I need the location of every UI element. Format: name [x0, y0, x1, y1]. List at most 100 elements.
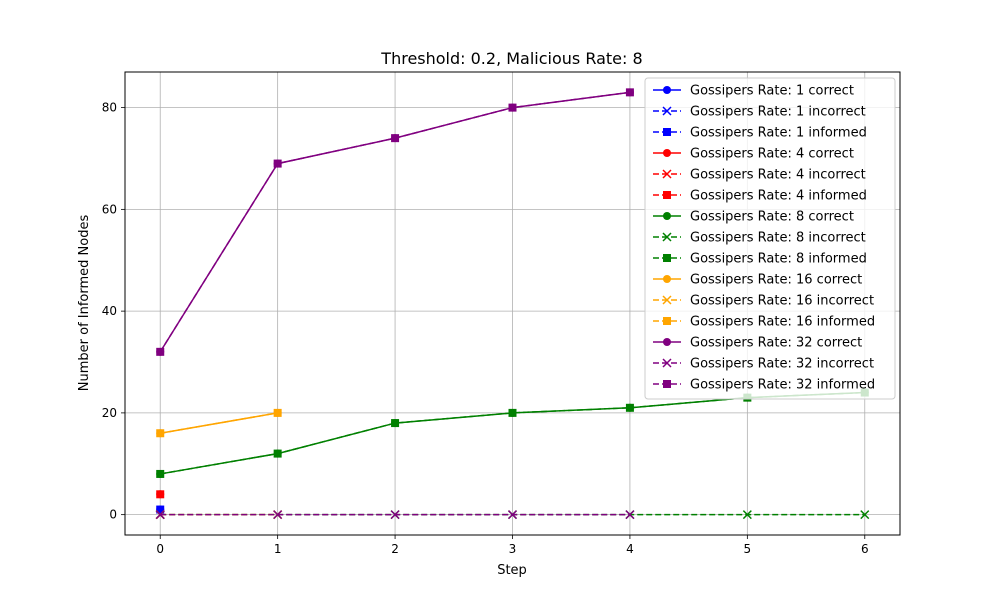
legend-label: Gossipers Rate: 4 informed — [690, 189, 867, 204]
legend-label: Gossipers Rate: 8 correct — [690, 210, 854, 225]
marker-stroke — [662, 169, 672, 179]
data-point — [273, 510, 283, 520]
marker-stroke — [507, 510, 518, 520]
legend-entry: Gossipers Rate: 16 incorrect — [653, 294, 874, 309]
legend-label: Gossipers Rate: 1 incorrect — [690, 105, 866, 120]
data-point — [508, 103, 517, 112]
legend-marker — [662, 295, 672, 305]
marker-stroke — [662, 295, 672, 305]
y-tick-label: 20 — [102, 406, 117, 420]
legend: Gossipers Rate: 1 correct Gossipers Rate:… — [644, 77, 896, 400]
legend-entry: Gossipers Rate: 1 correct — [653, 84, 854, 99]
marker-stroke — [273, 510, 283, 520]
series-3 — [156, 505, 165, 514]
legend-entry: Gossipers Rate: 32 correct — [653, 336, 862, 351]
legend-label: Gossipers Rate: 4 incorrect — [690, 168, 866, 183]
x-tick-label: 1 — [274, 542, 282, 556]
y-tick-label: 0 — [109, 508, 117, 522]
data-point — [742, 510, 752, 520]
y-tick-label: 40 — [102, 304, 117, 318]
data-point — [625, 88, 634, 97]
legend-label: Gossipers Rate: 8 incorrect — [690, 231, 866, 246]
series-14 — [155, 510, 635, 520]
legend-marker — [663, 191, 671, 199]
legend-entry: Gossipers Rate: 8 correct — [653, 210, 854, 225]
data-point — [625, 403, 634, 412]
x-tick-label: 6 — [861, 542, 869, 556]
legend-marker — [662, 169, 672, 179]
legend-label: Gossipers Rate: 1 informed — [690, 126, 867, 141]
legend-label: Gossipers Rate: 32 incorrect — [690, 357, 874, 372]
data-point — [508, 408, 517, 417]
marker-stroke — [662, 232, 672, 242]
y-tick-label: 60 — [102, 202, 117, 216]
marker-stroke — [742, 510, 752, 520]
legend-label: Gossipers Rate: 16 informed — [690, 315, 875, 330]
legend-label: Gossipers Rate: 16 correct — [690, 273, 862, 288]
marker-stroke — [625, 510, 635, 520]
legend-marker — [662, 232, 672, 242]
data-point — [391, 134, 400, 143]
legend-label: Gossipers Rate: 32 informed — [690, 378, 875, 393]
series-line — [160, 412, 278, 434]
legend-marker — [663, 254, 671, 262]
legend-entry: Gossipers Rate: 4 informed — [653, 189, 867, 204]
data-point — [155, 510, 165, 520]
chart-title: Threshold: 0.2, Malicious Rate: 8 — [380, 49, 642, 68]
legend-label: Gossipers Rate: 1 correct — [690, 84, 854, 99]
data-point — [625, 510, 635, 520]
marker-stroke — [390, 510, 400, 520]
legend-marker — [663, 86, 671, 94]
data-point — [860, 510, 870, 520]
x-tick-label: 0 — [156, 542, 164, 556]
legend-entry: Gossipers Rate: 8 informed — [653, 252, 867, 267]
legend-marker — [663, 128, 671, 136]
x-tick-label: 5 — [744, 542, 752, 556]
legend-entry: Gossipers Rate: 1 incorrect — [653, 105, 866, 120]
data-point — [156, 469, 165, 478]
legend-marker — [662, 106, 672, 116]
data-point — [507, 510, 518, 520]
legend-entry: Gossipers Rate: 16 informed — [653, 315, 875, 330]
legend-box — [644, 77, 896, 400]
x-tick-label: 2 — [391, 542, 399, 556]
data-point — [156, 429, 165, 438]
legend-label: Gossipers Rate: 16 incorrect — [690, 294, 874, 309]
x-axis-label: Step — [497, 563, 527, 578]
data-point — [156, 490, 165, 499]
data-point — [390, 510, 400, 520]
legend-entry: Gossipers Rate: 8 incorrect — [653, 231, 866, 246]
legend-label: Gossipers Rate: 32 correct — [690, 336, 862, 351]
marker-stroke — [662, 358, 672, 368]
legend-marker — [663, 380, 671, 388]
x-tick-label: 4 — [626, 542, 634, 556]
legend-marker — [663, 338, 671, 346]
legend-marker — [662, 358, 672, 368]
legend-label: Gossipers Rate: 4 correct — [690, 147, 854, 162]
y-tick-label: 80 — [102, 101, 117, 115]
legend-entry: Gossipers Rate: 16 correct — [653, 273, 862, 288]
series-15 — [156, 88, 634, 356]
y-axis-label: Number of Informed Nodes — [77, 215, 92, 392]
marker-stroke — [860, 510, 870, 520]
legend-entry: Gossipers Rate: 4 incorrect — [653, 168, 866, 183]
data-point — [391, 419, 400, 428]
legend-entry: Gossipers Rate: 32 incorrect — [653, 357, 874, 372]
series-6 — [156, 490, 165, 499]
x-tick-label: 3 — [509, 542, 517, 556]
legend-marker — [663, 275, 671, 283]
marker-stroke — [662, 106, 672, 116]
marker-stroke — [155, 510, 165, 520]
data-point — [273, 159, 282, 168]
legend-marker — [663, 212, 671, 220]
legend-entry: Gossipers Rate: 32 informed — [653, 378, 875, 393]
series-layer — [155, 88, 870, 520]
legend-entry: Gossipers Rate: 4 correct — [653, 147, 854, 162]
data-point — [156, 347, 165, 356]
data-point — [273, 449, 282, 458]
data-point — [156, 505, 165, 514]
legend-label: Gossipers Rate: 8 informed — [690, 252, 867, 267]
